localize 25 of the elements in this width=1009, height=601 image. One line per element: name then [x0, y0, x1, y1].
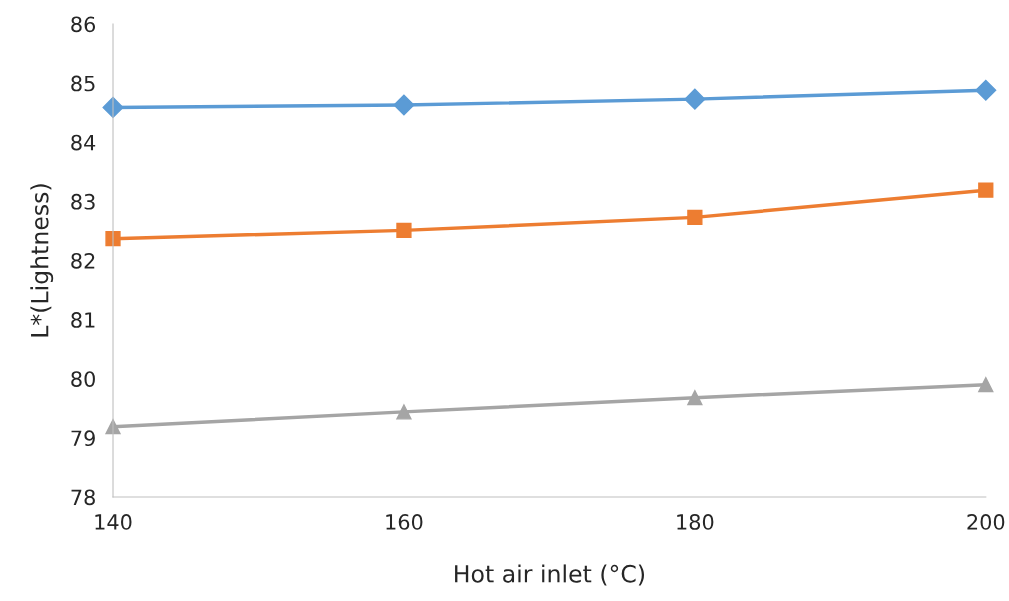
point [396, 222, 412, 239]
x-tick-label: 160 [386, 514, 423, 530]
y-tick-label: 79 [71, 430, 95, 447]
point [393, 94, 415, 116]
y-axis-title: L*(Lightness) [30, 184, 54, 337]
point [978, 182, 994, 198]
y-tick-label: 80 [71, 371, 95, 387]
y-tick-label: 84 [71, 134, 96, 151]
point [975, 79, 997, 101]
x-tick-label: 180 [677, 514, 714, 530]
point [684, 88, 706, 110]
point [687, 390, 703, 406]
x-tick-label: 200 [967, 514, 1005, 530]
point [105, 231, 121, 247]
x-tick-label: 140 [95, 514, 132, 530]
y-tick-label: 86 [71, 16, 96, 33]
point [687, 209, 703, 226]
point [978, 377, 994, 393]
point [396, 404, 412, 420]
x-axis-title: Hot air inlet (°C) [455, 564, 645, 586]
y-tick-label: 85 [71, 75, 95, 92]
y-tick-label: 81 [71, 312, 95, 328]
y-tick-label: 78 [71, 489, 95, 506]
y-tick-label: 83 [71, 193, 95, 210]
y-tick-label: 82 [71, 252, 95, 269]
